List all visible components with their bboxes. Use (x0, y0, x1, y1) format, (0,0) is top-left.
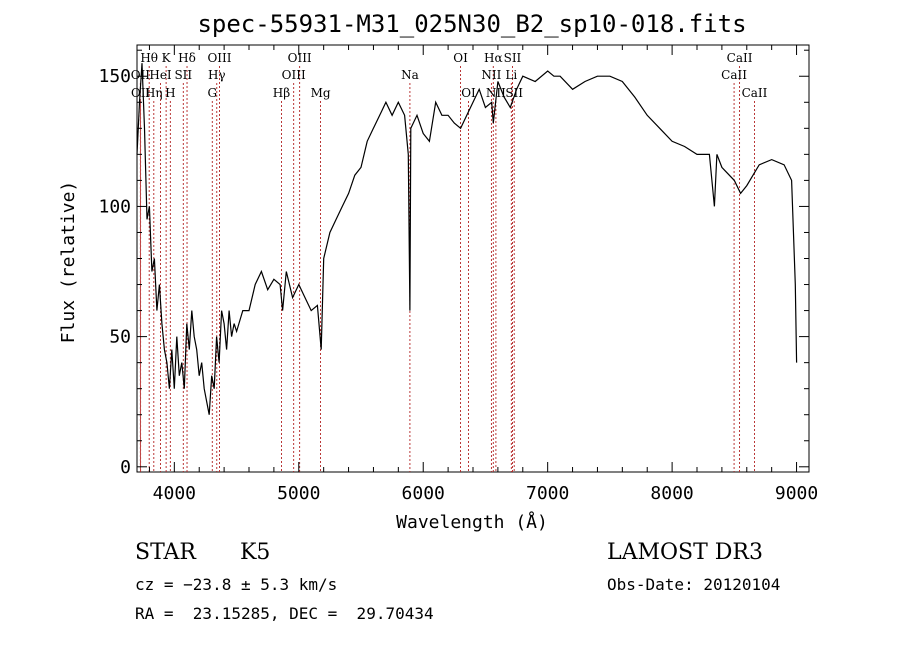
spectral-line-label: CaII (742, 86, 768, 100)
spectral-line-label: Hα (484, 51, 503, 65)
x-tick-label: 9000 (775, 483, 818, 504)
survey-name: LAMOST DR3 (607, 540, 763, 565)
x-axis-ticks: 4000 5000 6000 7000 8000 9000 (148, 45, 818, 504)
spectral-line-label: OI (461, 86, 476, 100)
spectral-line-label: Hγ (208, 68, 226, 82)
spectral-line-label: Hβ (273, 86, 290, 100)
spectral-line-label: OII (131, 86, 151, 100)
spectral-line-label: OI (453, 51, 468, 65)
y-tick-label: 150 (98, 66, 131, 87)
observation-date: Obs-Date: 20120104 (607, 575, 781, 594)
x-tick-label: 8000 (650, 483, 693, 504)
y-tick-label: 50 (109, 327, 131, 348)
y-tick-label: 0 (120, 457, 131, 478)
sky-coordinates: RA = 23.15285, DEC = 29.70434 (135, 604, 434, 623)
x-tick-label: 6000 (402, 483, 445, 504)
y-axis-label: Flux (relative) (58, 181, 79, 344)
redshift-velocity: cz = −23.8 ± 5.3 km/s (135, 575, 338, 594)
spectral-line-label: G (207, 86, 217, 100)
spectral-line-label: OIII (207, 51, 231, 65)
object-subclass: K5 (240, 540, 271, 565)
spectral-line-label: OIII (288, 51, 312, 65)
chart-title: spec-55931-M31_025N30_B2_sp10-018.fits (197, 10, 746, 38)
x-tick-label: 5000 (277, 483, 320, 504)
spectral-line-label: K (162, 51, 172, 65)
plot-frame (136, 44, 810, 473)
spectral-line-label: OII (131, 68, 151, 82)
spectral-line-markers (139, 66, 755, 472)
spectral-line-label: SII (504, 51, 522, 65)
spectral-line-label: Hθ (140, 51, 158, 65)
spectral-line-label: SII (174, 68, 192, 82)
spectral-line-label: Hη (145, 86, 163, 100)
x-axis-label: Wavelength (Å) (396, 511, 548, 533)
spectral-line-label: Na (401, 68, 419, 82)
object-class: STAR (135, 540, 196, 565)
flux-series-line (136, 63, 798, 415)
spectral-line-label: NII (481, 68, 501, 82)
y-tick-label: 100 (98, 196, 131, 217)
spectral-line-label: CaII (727, 51, 753, 65)
x-tick-label: 4000 (153, 483, 196, 504)
spectral-line-label: Mg (311, 86, 331, 100)
spectral-line-label: SII (505, 86, 523, 100)
spectral-line-label: HeI (149, 68, 172, 82)
spectral-line-label: Li (505, 68, 517, 82)
spectral-line-label: Hδ (178, 51, 196, 65)
spectral-line-label: H (165, 86, 175, 100)
x-tick-label: 7000 (526, 483, 569, 504)
spectral-line-label: CaII (721, 68, 747, 82)
spectral-line-label: OIII (282, 68, 306, 82)
y-axis-ticks: 0 50 100 150 (98, 49, 809, 478)
